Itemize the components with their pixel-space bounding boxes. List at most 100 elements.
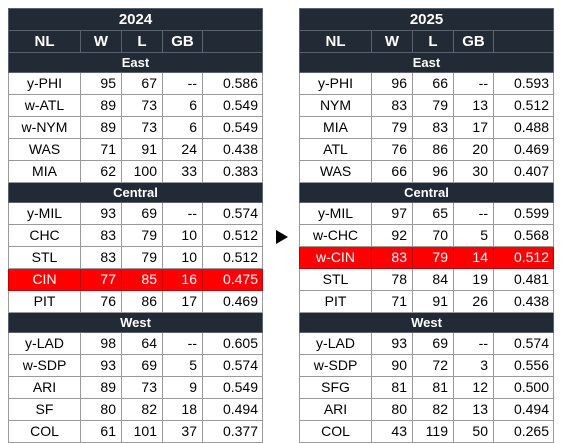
team-wins: 96 (371, 72, 413, 95)
team-name: ARI (299, 398, 372, 421)
team-games-back: 5 (453, 224, 494, 247)
team-losses: 79 (412, 94, 454, 117)
team-losses: 91 (412, 290, 454, 313)
team-wins: 92 (371, 224, 413, 247)
team-games-back: 14 (453, 246, 494, 269)
column-header-losses: L (121, 30, 163, 53)
division-name: East (299, 52, 554, 73)
team-games-back: 13 (453, 94, 494, 117)
team-name: MIA (299, 116, 372, 139)
team-wins: 61 (80, 420, 122, 443)
team-name: y-LAD (299, 332, 372, 355)
team-name: WAS (8, 138, 81, 161)
team-win-pct: 0.377 (202, 420, 263, 443)
team-games-back: 10 (162, 224, 203, 247)
team-row: PIT 76 86 17 0.469 (8, 290, 263, 313)
team-win-pct: 0.438 (202, 138, 263, 161)
team-win-pct: 0.475 (202, 268, 263, 291)
team-wins: 83 (80, 224, 122, 247)
team-row: w-SDP 93 69 5 0.574 (8, 354, 263, 377)
column-header-pct (202, 30, 263, 53)
team-losses: 69 (121, 202, 163, 225)
team-row: SF 80 82 18 0.494 (8, 398, 263, 421)
standings-table-2025: 2025 NL W L GB East y-PHI 96 66 -- 0.593 NYM 83 79 13 0… (299, 8, 554, 443)
team-win-pct: 0.574 (202, 354, 263, 377)
division-header-row: Central (299, 182, 554, 203)
team-wins: 77 (80, 268, 122, 291)
team-losses: 79 (121, 246, 163, 269)
team-games-back: 24 (162, 138, 203, 161)
team-games-back: 17 (453, 116, 494, 139)
team-games-back: 13 (453, 398, 494, 421)
column-header-games-back: GB (162, 30, 203, 53)
team-win-pct: 0.512 (493, 94, 554, 117)
team-name: w-SDP (299, 354, 372, 377)
team-games-back: -- (162, 72, 203, 95)
team-row: w-NYM 89 73 6 0.549 (8, 116, 263, 139)
team-name: COL (8, 420, 81, 443)
team-row: STL 83 79 10 0.512 (8, 246, 263, 269)
team-name: MIA (8, 160, 81, 183)
team-losses: 73 (121, 116, 163, 139)
team-losses: 119 (412, 420, 454, 443)
column-header-row: NL W L GB (299, 30, 554, 53)
team-row: WAS 71 91 24 0.438 (8, 138, 263, 161)
column-header-pct (493, 30, 554, 53)
team-losses: 82 (412, 398, 454, 421)
team-name: w-NYM (8, 116, 81, 139)
team-wins: 66 (371, 160, 413, 183)
team-wins: 83 (371, 246, 413, 269)
team-games-back: -- (453, 332, 494, 355)
team-games-back: 19 (453, 268, 494, 291)
standings-table-2024: 2024 NL W L GB East y-PHI 95 67 -- 0.586 w-ATL 89 73 6… (8, 8, 263, 443)
team-win-pct: 0.494 (493, 398, 554, 421)
team-wins: 80 (371, 398, 413, 421)
team-name: ARI (8, 376, 81, 399)
division-name: West (8, 312, 263, 333)
team-name: PIT (299, 290, 372, 313)
play-arrow-icon (276, 230, 288, 244)
team-games-back: 26 (453, 290, 494, 313)
team-games-back: 6 (162, 94, 203, 117)
team-wins: 83 (80, 246, 122, 269)
team-name: ATL (299, 138, 372, 161)
team-wins: 89 (80, 94, 122, 117)
team-losses: 70 (412, 224, 454, 247)
team-win-pct: 0.512 (202, 224, 263, 247)
team-losses: 65 (412, 202, 454, 225)
column-header-losses: L (412, 30, 454, 53)
team-games-back: 33 (162, 160, 203, 183)
team-wins: 83 (371, 94, 413, 117)
team-win-pct: 0.488 (493, 116, 554, 139)
team-row: NYM 83 79 13 0.512 (299, 94, 554, 117)
team-win-pct: 0.512 (202, 246, 263, 269)
team-wins: 90 (371, 354, 413, 377)
team-games-back: 10 (162, 246, 203, 269)
team-games-back: 37 (162, 420, 203, 443)
team-name: WAS (299, 160, 372, 183)
team-win-pct: 0.469 (202, 290, 263, 313)
team-losses: 86 (412, 138, 454, 161)
team-losses: 91 (121, 138, 163, 161)
team-name: w-CHC (299, 224, 372, 247)
team-name: w-ATL (8, 94, 81, 117)
team-games-back: -- (162, 332, 203, 355)
team-row: y-MIL 93 69 -- 0.574 (8, 202, 263, 225)
team-row: w-SDP 90 72 3 0.556 (299, 354, 554, 377)
team-wins: 71 (371, 290, 413, 313)
team-row: y-PHI 96 66 -- 0.593 (299, 72, 554, 95)
team-wins: 98 (80, 332, 122, 355)
team-name: STL (299, 268, 372, 291)
highlighted-team-row: w-CIN 83 79 14 0.512 (299, 246, 554, 269)
team-row: COL 43 119 50 0.265 (299, 420, 554, 443)
team-row: MIA 79 83 17 0.488 (299, 116, 554, 139)
division-name: Central (299, 182, 554, 203)
team-wins: 93 (80, 354, 122, 377)
standings-body: 2024 NL W L GB East y-PHI 95 67 -- 0.586 w-ATL 89 73 6… (8, 8, 263, 443)
division-name: West (299, 312, 554, 333)
team-games-back: -- (453, 202, 494, 225)
team-games-back: 12 (453, 376, 494, 399)
team-row: COL 61 101 37 0.377 (8, 420, 263, 443)
team-win-pct: 0.500 (493, 376, 554, 399)
team-name: NYM (299, 94, 372, 117)
